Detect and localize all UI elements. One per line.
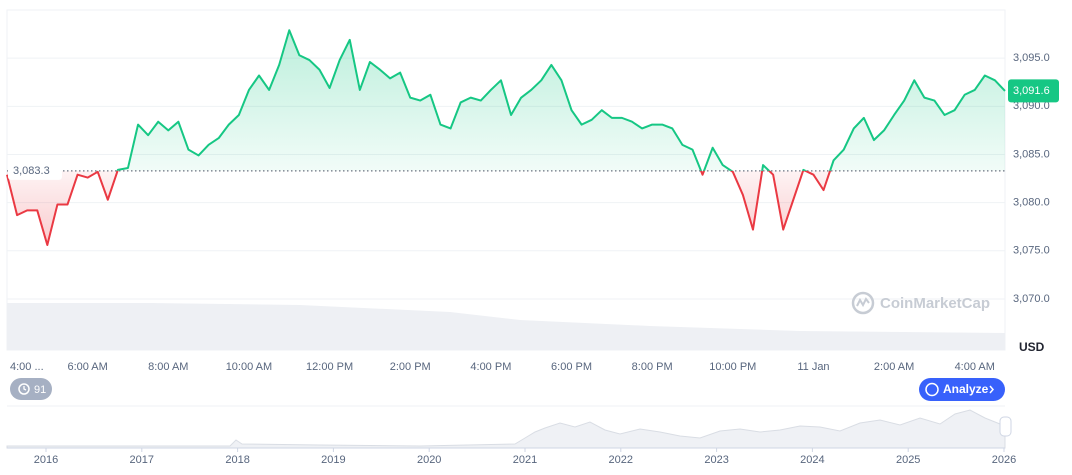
analyze-button[interactable]: Analyze: [919, 378, 1005, 401]
navigator-year: 2022: [609, 454, 633, 466]
x-tick-label: 4:00 AM: [955, 361, 995, 373]
analyze-bg[interactable]: [919, 378, 1005, 401]
labels: 3,070.0 3,075.0 3,080.0 3,085.0 3,090.0 3,095…: [8, 52, 1059, 373]
watermark-logo: [851, 291, 875, 315]
x-tick-label: 4:00 ...: [10, 361, 44, 373]
x-tick-label: 6:00 PM: [551, 361, 592, 373]
x-tick-label: 8:00 AM: [148, 361, 188, 373]
navigator-year: 2017: [130, 454, 154, 466]
navigator-year: 2016: [34, 454, 58, 466]
navigator-year: 2020: [417, 454, 441, 466]
history-pill[interactable]: [10, 378, 52, 400]
navigator-year: 2023: [704, 454, 728, 466]
x-tick-label: 8:00 PM: [632, 361, 673, 373]
watermark-text: CoinMarketCap: [880, 295, 990, 312]
navigator-handle[interactable]: [999, 416, 1012, 437]
price-line-up: [97, 29, 1006, 171]
y-tick-label: 3,090.0: [1013, 100, 1050, 112]
baseline-label: 3,083.3: [13, 165, 50, 177]
navigator-area: [6, 409, 1006, 449]
y-tick-label: 3,095.0: [1013, 52, 1050, 64]
navigator: 2016 2017 2018 2019 2020 2021 2022 2023 2024 2025…: [6, 405, 1016, 466]
history-icon-hand: [23, 386, 27, 391]
analyze-icon: [925, 382, 939, 397]
history-icon: [18, 383, 30, 395]
navigator-year: 2026: [992, 454, 1016, 466]
x-tick-label: 12:00 PM: [306, 361, 353, 373]
history-count: 91: [34, 384, 46, 396]
x-tick-label: 6:00 AM: [67, 361, 107, 373]
y-tick-label: 3,085.0: [1013, 148, 1050, 160]
area-up: [117, 30, 1005, 171]
y-unit: USD: [1019, 340, 1045, 354]
volume-area: [7, 303, 1005, 350]
y-tick-label: 3,080.0: [1013, 197, 1050, 209]
y-tick-label: 3,070.0: [1013, 293, 1050, 305]
navigator-year: 2018: [225, 454, 249, 466]
plot: [6, 29, 1006, 247]
x-tick-label: 10:00 AM: [226, 361, 272, 373]
watermark-logo-mark: [856, 297, 870, 308]
x-tick-label: 2:00 AM: [874, 361, 914, 373]
price-badge-text: 3,091.6: [1013, 85, 1050, 97]
navigator-year: 2025: [896, 454, 920, 466]
navigator-years: 2016 2017 2018 2019 2020 2021 2022 2023 2024 2025…: [34, 448, 1016, 466]
price-badge: [1008, 79, 1059, 103]
x-tick-label: 11 Jan: [797, 361, 829, 373]
history-button[interactable]: 91: [10, 378, 52, 400]
y-tick-label: 3,075.0: [1013, 245, 1050, 257]
area-down: [7, 170, 1005, 246]
x-tick-label: 2:00 PM: [390, 361, 431, 373]
navigator-year: 2021: [513, 454, 537, 466]
baseline-label-bg: [8, 161, 62, 180]
analyze-text: Analyze: [943, 382, 989, 396]
watermark: CoinMarketCap: [851, 291, 990, 315]
x-tick-label: 4:00 PM: [470, 361, 511, 373]
navigator-year: 2024: [800, 454, 824, 466]
x-tick-label: 10:00 PM: [709, 361, 756, 373]
navigator-year: 2019: [321, 454, 345, 466]
analyze-chevron: [989, 385, 994, 394]
